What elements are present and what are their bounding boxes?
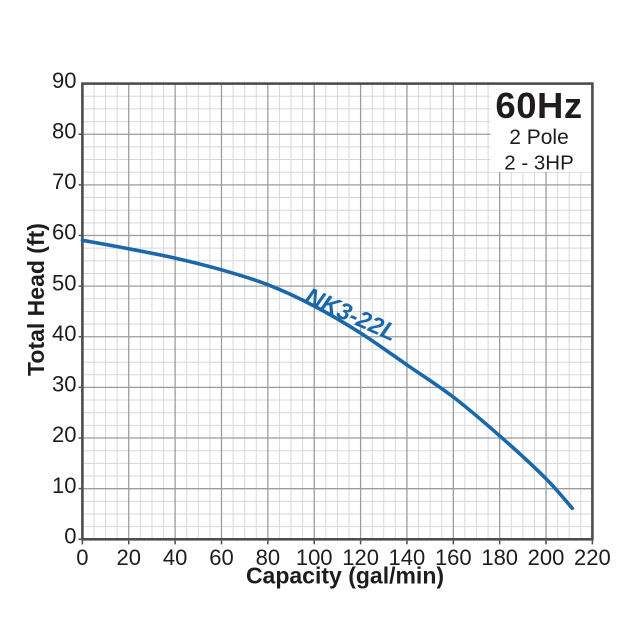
svg-text:2 - 3HP: 2 - 3HP [504,151,574,174]
svg-text:2 Pole: 2 Pole [509,126,569,149]
svg-text:140: 140 [389,545,426,570]
svg-text:30: 30 [52,372,76,397]
svg-text:0: 0 [64,524,76,549]
svg-text:60: 60 [209,545,233,570]
svg-text:20: 20 [117,545,141,570]
svg-text:Capacity (gal/min): Capacity (gal/min) [246,563,444,589]
svg-text:200: 200 [528,545,565,570]
svg-text:220: 220 [574,545,611,570]
svg-text:0: 0 [76,545,88,570]
svg-text:70: 70 [52,169,76,194]
svg-text:80: 80 [256,545,280,570]
svg-text:100: 100 [296,545,333,570]
svg-text:40: 40 [163,545,187,570]
svg-text:120: 120 [342,545,379,570]
svg-text:180: 180 [481,545,518,570]
svg-text:50: 50 [52,270,76,295]
svg-text:60Hz: 60Hz [495,85,582,126]
svg-text:40: 40 [52,321,76,346]
svg-text:20: 20 [52,422,76,447]
svg-text:80: 80 [52,118,76,143]
svg-text:90: 90 [52,68,76,93]
svg-text:Total Head (ft): Total Head (ft) [23,223,49,376]
svg-text:10: 10 [52,473,76,498]
svg-text:160: 160 [435,545,472,570]
svg-text:60: 60 [52,220,76,245]
